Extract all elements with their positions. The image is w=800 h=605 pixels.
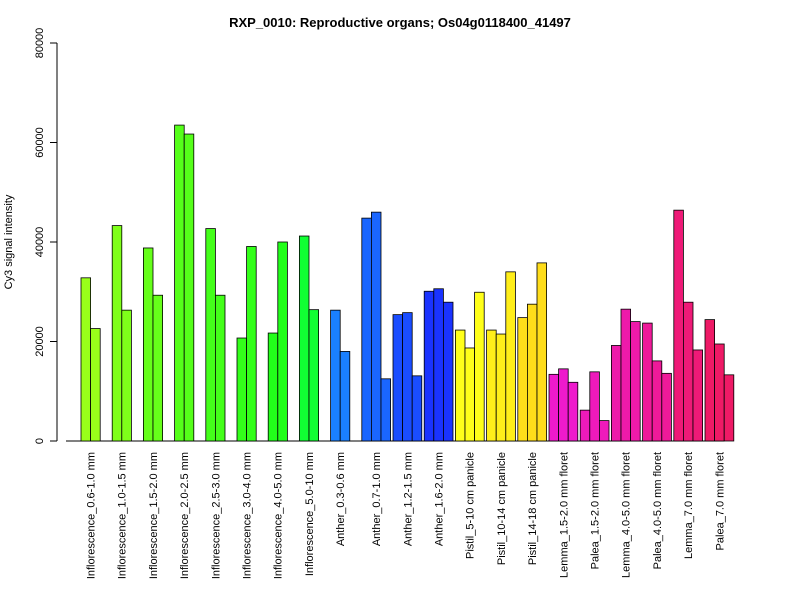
- chart-title: RXP_0010: Reproductive organs; Os04g0118…: [229, 15, 571, 30]
- bar: [236, 337, 248, 442]
- bar: [536, 262, 548, 442]
- bar: [558, 368, 569, 442]
- bar: [423, 290, 435, 442]
- bar: [567, 381, 579, 442]
- bar: [121, 309, 132, 442]
- bar: [80, 277, 92, 442]
- bar: [308, 309, 320, 442]
- bar: [380, 378, 392, 442]
- category-label: Anther_1.6-2.0 mm: [434, 452, 446, 546]
- bar: [433, 288, 444, 442]
- category-label: Pistil_5-10 cm panicle: [465, 452, 477, 559]
- bar: [548, 373, 560, 442]
- bar: [673, 209, 684, 442]
- bar: [111, 225, 123, 442]
- category-label: Inflorescence_3.0-4.0 mm: [242, 452, 254, 579]
- bar: [339, 351, 351, 442]
- bar: [298, 235, 310, 442]
- bar: [599, 420, 610, 442]
- y-tick-label: 0: [34, 438, 46, 444]
- category-label: Pistil_14-18 cm panicle: [527, 452, 539, 565]
- bar: [704, 319, 716, 442]
- category-label: Inflorescence_1.5-2.0 mm: [148, 452, 160, 579]
- bar: [464, 347, 476, 442]
- bar: [611, 345, 622, 442]
- bar: [214, 294, 226, 442]
- category-label: Pistil_10-14 cm panicle: [496, 452, 508, 565]
- category-label: Palea_1.5-2.0 mm floret: [590, 452, 602, 569]
- bar: [142, 247, 154, 442]
- bar: [183, 133, 195, 442]
- bar: [692, 349, 704, 442]
- bar: [495, 333, 507, 442]
- category-label: Anther_0.3-0.6 mm: [335, 452, 347, 546]
- bar: [370, 211, 382, 442]
- bar: [517, 317, 528, 442]
- bar: [361, 217, 372, 442]
- category-label: Inflorescence_2.0-2.5 mm: [179, 452, 191, 579]
- category-label: Anther_0.7-1.0 mm: [371, 452, 383, 546]
- bar: [579, 409, 591, 442]
- bar: [411, 375, 423, 442]
- bar: [277, 241, 288, 442]
- bar: [402, 312, 413, 442]
- bar: [267, 332, 279, 442]
- bar: [330, 309, 341, 442]
- category-label: Lemma_1.5-2.0 mm floret: [558, 452, 570, 578]
- category-label: Inflorescence_5.0-10 mm: [304, 452, 316, 576]
- category-label: Inflorescence_0.6-1.0 mm: [86, 452, 98, 579]
- bar: [651, 360, 663, 442]
- bar: [661, 372, 672, 442]
- bar: [642, 322, 653, 442]
- category-label: Inflorescence_2.5-3.0 mm: [210, 452, 222, 579]
- bar: [174, 124, 185, 442]
- category-label: Lemma_7.0 mm floret: [683, 452, 695, 559]
- category-label: Inflorescence_4.0-5.0 mm: [273, 452, 285, 579]
- bar: [620, 308, 632, 442]
- bar: [486, 329, 497, 442]
- y-tick-label: 60000: [34, 127, 46, 158]
- bar: [474, 291, 485, 442]
- bars: [80, 124, 735, 442]
- y-tick-label: 20000: [34, 326, 46, 357]
- bar: [505, 271, 516, 442]
- bar: [442, 301, 454, 442]
- bar: [246, 246, 257, 442]
- y-tick-label: 40000: [34, 227, 46, 258]
- bar: [630, 321, 641, 442]
- bar: [205, 228, 216, 442]
- bar: [392, 314, 404, 442]
- bar: [683, 301, 694, 442]
- bar: [527, 303, 538, 442]
- y-axis-label: Cy3 signal intensity: [3, 194, 15, 289]
- y-axis: 0 20000 40000 60000 80000: [34, 28, 58, 444]
- y-tick-label: 80000: [34, 28, 46, 59]
- category-labels: Inflorescence_0.6-1.0 mm Inflorescence_1.…: [86, 452, 727, 579]
- category-label: Anther_1.2-1.5 mm: [402, 452, 414, 546]
- category-label: Palea_4.0-5.0 mm floret: [652, 452, 664, 569]
- category-label: Lemma_4.0-5.0 mm floret: [621, 452, 633, 578]
- bar: [90, 328, 101, 442]
- bar: [714, 343, 725, 442]
- bar: [589, 371, 600, 442]
- category-label: Palea_7.0 mm floret: [714, 452, 726, 550]
- bar: [152, 294, 164, 442]
- bar: [454, 329, 466, 442]
- category-label: Inflorescence_1.0-1.5 mm: [117, 452, 129, 579]
- bar: [723, 374, 735, 442]
